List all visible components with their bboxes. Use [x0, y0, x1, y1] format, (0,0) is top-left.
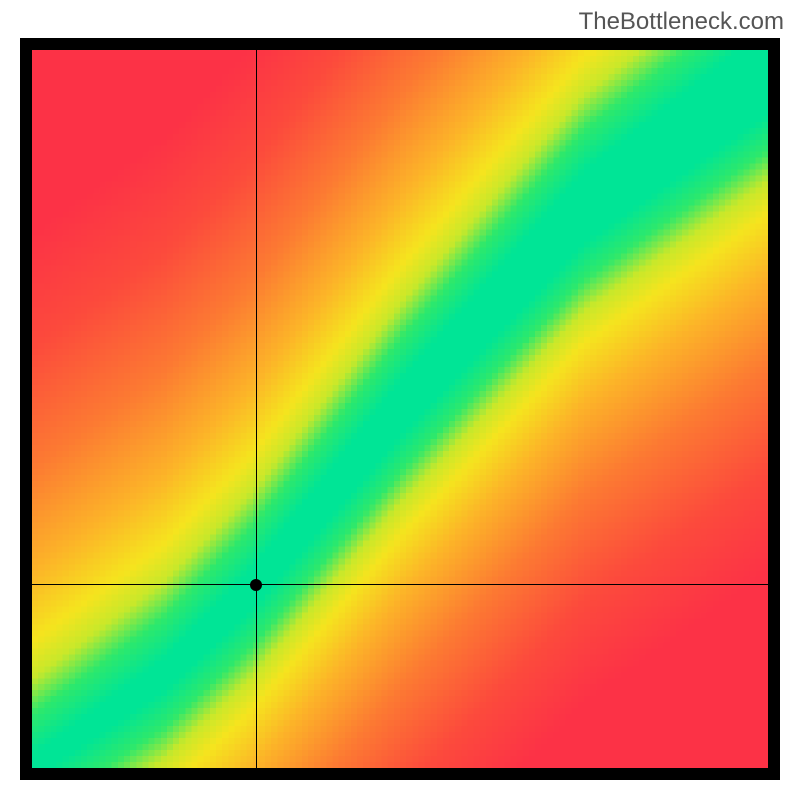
chart-frame	[20, 38, 780, 780]
crosshair-vertical	[256, 50, 257, 768]
data-point-marker	[250, 579, 262, 591]
crosshair-horizontal	[32, 584, 768, 585]
plot-area	[32, 50, 768, 768]
watermark-text: TheBottleneck.com	[579, 8, 784, 36]
chart-container: TheBottleneck.com	[0, 0, 800, 800]
heatmap-canvas	[32, 50, 768, 768]
